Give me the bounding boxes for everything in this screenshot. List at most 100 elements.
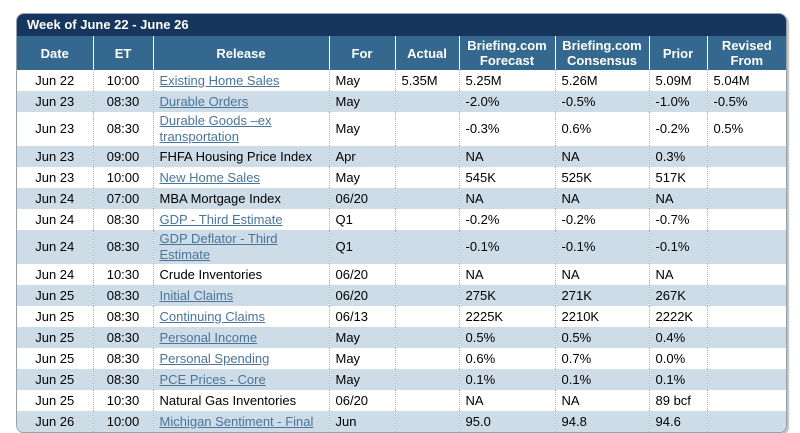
cell-et: 08:30 <box>92 348 153 369</box>
cell-prior: 2222K <box>648 306 707 327</box>
table-row: Jun 23 08:30 Durable Goods –ex transportat… <box>17 112 786 146</box>
cell-prior: -0.2% <box>648 112 707 146</box>
cell-for: May <box>328 327 395 348</box>
table-row: Jun 25 08:30 PCE Prices - Core May 0.1% 0.1% 0… <box>17 369 786 390</box>
cell-et: 08:30 <box>92 327 153 348</box>
cell-forecast: NA <box>458 146 555 167</box>
cell-actual <box>394 167 459 188</box>
column-header-consensus: Briefing.com Consensus <box>554 36 649 70</box>
cell-release: Personal Income <box>152 327 329 348</box>
cell-consensus: 0.1% <box>554 369 649 390</box>
cell-date: Jun 25 <box>17 285 93 306</box>
cell-prior: 89 bcf <box>648 390 707 411</box>
table-row: Jun 23 10:00 New Home Sales May 545K 525K 517K <box>17 167 786 188</box>
release-link[interactable]: Personal Income <box>159 329 258 345</box>
release-link[interactable]: Durable Orders <box>159 93 249 109</box>
cell-for: Jun <box>328 411 395 432</box>
column-header-revised: Revised From <box>706 36 786 70</box>
cell-release: Initial Claims <box>152 285 329 306</box>
cell-et: 10:30 <box>92 264 153 285</box>
cell-actual <box>394 411 459 432</box>
cell-for: 06/20 <box>328 264 395 285</box>
cell-revised <box>706 285 786 306</box>
release-link[interactable]: Personal Spending <box>159 350 270 366</box>
cell-et: 08:30 <box>92 285 153 306</box>
release-link[interactable]: Michigan Sentiment - Final <box>159 413 314 429</box>
cell-for: 06/20 <box>328 188 395 209</box>
cell-actual <box>394 327 459 348</box>
release-link[interactable]: GDP - Third Estimate <box>159 211 283 227</box>
cell-for: May <box>328 348 395 369</box>
cell-prior: -0.7% <box>648 209 707 230</box>
table-row: Jun 25 08:30 Continuing Claims 06/13 2225K 22… <box>17 306 786 327</box>
cell-date: Jun 24 <box>35 211 75 227</box>
cell-et: 10:00 <box>92 167 153 188</box>
cell-for: May <box>328 369 395 390</box>
cell-forecast: -2.0% <box>458 91 555 112</box>
cell-et: 10:30 <box>92 390 153 411</box>
cell-consensus: 0.5% <box>554 327 649 348</box>
cell-consensus: -0.2% <box>554 209 649 230</box>
cell-date: Jun 25 <box>35 350 75 366</box>
table-row: Jun 26 10:00 Michigan Sentiment - Final Jun… <box>17 411 786 432</box>
table-row: Jun 23 08:30 Durable Orders May -2.0% -0.5% -1… <box>17 91 786 112</box>
cell-actual <box>394 306 459 327</box>
cell-prior: 0.0% <box>648 348 707 369</box>
release-link[interactable]: Initial Claims <box>159 287 234 303</box>
cell-date: Jun 24 <box>35 266 75 282</box>
cell-consensus: NA <box>554 390 649 411</box>
release-link[interactable]: Existing Home Sales <box>159 72 280 88</box>
release-link[interactable]: GDP Deflator - Third Estimate <box>159 231 278 262</box>
cell-actual <box>394 369 459 390</box>
cell-for: May <box>328 70 395 91</box>
cell-date: Jun 23 <box>17 146 93 167</box>
table-row: Jun 24 07:00 MBA Mortgage Index 06/20 NA NA NA <box>17 188 786 209</box>
table-row: Jun 25 10:30 Natural Gas Inventories 06/20 N… <box>17 390 786 411</box>
cell-release: GDP - Third Estimate <box>152 209 329 230</box>
cell-actual <box>394 112 459 146</box>
cell-revised <box>706 390 786 411</box>
cell-prior: 0.3% <box>648 146 707 167</box>
cell-consensus: -0.5% <box>554 91 649 112</box>
release-link[interactable]: Continuing Claims <box>159 308 266 324</box>
cell-actual <box>394 188 459 209</box>
cell-prior: -0.1% <box>648 230 707 264</box>
release-link[interactable]: Durable Goods –ex transportation <box>159 113 272 144</box>
cell-et: 10:00 <box>92 411 153 432</box>
cell-prior: 94.6 <box>648 411 707 432</box>
cell-revised <box>706 230 786 264</box>
cell-consensus: 525K <box>554 167 649 188</box>
cell-et: 08:30 <box>92 306 153 327</box>
cell-for: May <box>328 91 395 112</box>
column-header-for: For <box>328 36 395 70</box>
cell-release: Natural Gas Inventories <box>152 390 329 411</box>
cell-revised <box>706 306 786 327</box>
cell-prior: -1.0% <box>648 91 707 112</box>
cell-for: Q1 <box>328 209 395 230</box>
release-link[interactable]: PCE Prices - Core <box>159 371 266 387</box>
cell-forecast: -0.1% <box>458 230 555 264</box>
cell-consensus: NA <box>554 146 649 167</box>
table-row: Jun 23 09:00 FHFA Housing Price Index Apr NA… <box>17 146 786 167</box>
cell-prior: 5.09M <box>648 70 707 91</box>
cell-et: 08:30 <box>92 91 153 112</box>
column-header-forecast: Briefing.com Forecast <box>458 36 555 70</box>
cell-actual <box>394 209 459 230</box>
cell-revised <box>706 167 786 188</box>
cell-date: Jun 23 <box>35 121 75 136</box>
cell-release: Crude Inventories <box>152 264 329 285</box>
cell-revised: -0.5% <box>706 91 786 112</box>
cell-revised <box>706 411 786 432</box>
cell-forecast: NA <box>458 264 555 285</box>
cell-forecast: -0.3% <box>458 112 555 146</box>
release-link[interactable]: New Home Sales <box>159 169 260 185</box>
cell-revised <box>706 369 786 390</box>
cell-forecast: 0.1% <box>458 369 555 390</box>
cell-revised: 0.5% <box>706 112 786 146</box>
table-row: Jun 25 08:30 Initial Claims 06/20 275K 271K 26… <box>17 285 786 306</box>
cell-release: MBA Mortgage Index <box>152 188 329 209</box>
economic-calendar-table: Date ET Release For Actual Briefing.com Forec… <box>17 36 786 432</box>
cell-actual <box>394 230 459 264</box>
cell-consensus: 5.26M <box>554 70 649 91</box>
cell-release: Michigan Sentiment - Final <box>152 411 329 432</box>
